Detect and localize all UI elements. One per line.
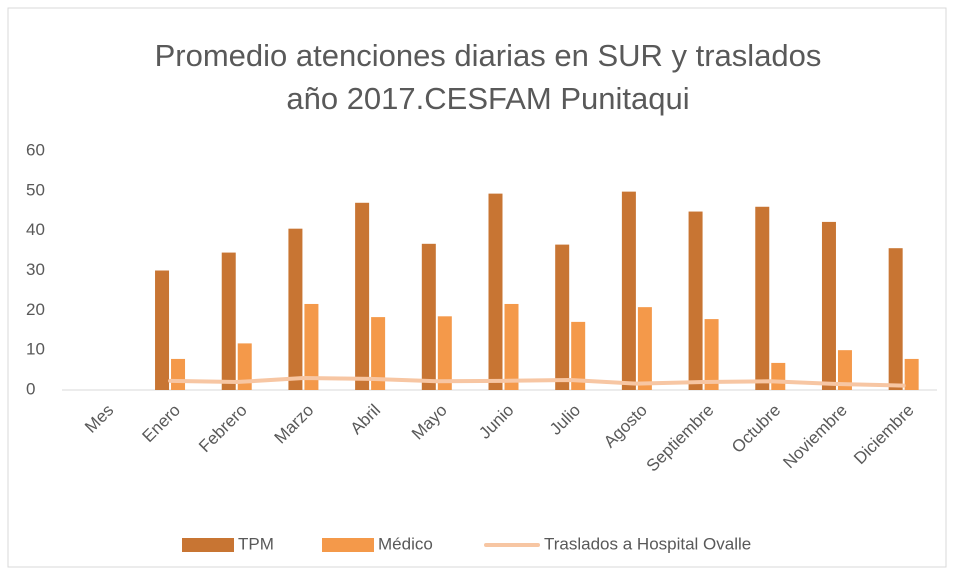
bar: [421, 243, 436, 390]
bar: [888, 248, 903, 390]
bar: [355, 202, 370, 390]
bar: [221, 252, 236, 390]
bar: [688, 211, 703, 390]
y-tick-label: 30: [26, 260, 45, 279]
bar: [555, 244, 570, 390]
y-tick-label: 40: [26, 220, 45, 239]
y-tick-label: 50: [26, 180, 45, 199]
bar: [171, 358, 186, 390]
legend-label: TPM: [238, 534, 274, 553]
bar: [571, 321, 586, 390]
legend-label: Médico: [378, 534, 433, 553]
bar: [704, 319, 719, 390]
bar: [488, 193, 503, 390]
legend-label: Traslados a Hospital Ovalle: [544, 534, 751, 553]
bar: [304, 303, 319, 390]
bar: [755, 206, 770, 390]
chart-title: año 2017.CESFAM Punitaqui: [286, 81, 689, 116]
bar: [637, 307, 652, 390]
y-tick-label: 20: [26, 300, 45, 319]
bar: [771, 362, 786, 390]
bar: [437, 316, 452, 390]
legend-swatch: [182, 538, 234, 552]
bar: [504, 303, 519, 390]
chart-title: Promedio atenciones diarias en SUR y tra…: [155, 38, 822, 73]
line: [168, 376, 906, 388]
y-tick-label: 60: [26, 140, 45, 159]
bar: [904, 358, 919, 390]
bar: [371, 317, 386, 390]
bar: [155, 270, 170, 390]
bar: [821, 221, 836, 390]
bar: [237, 343, 252, 390]
legend-swatch: [322, 538, 374, 552]
bar: [288, 228, 303, 390]
bar: [621, 191, 636, 390]
y-tick-label: 0: [26, 379, 35, 398]
bar: [837, 350, 852, 390]
y-tick-label: 10: [26, 340, 45, 359]
